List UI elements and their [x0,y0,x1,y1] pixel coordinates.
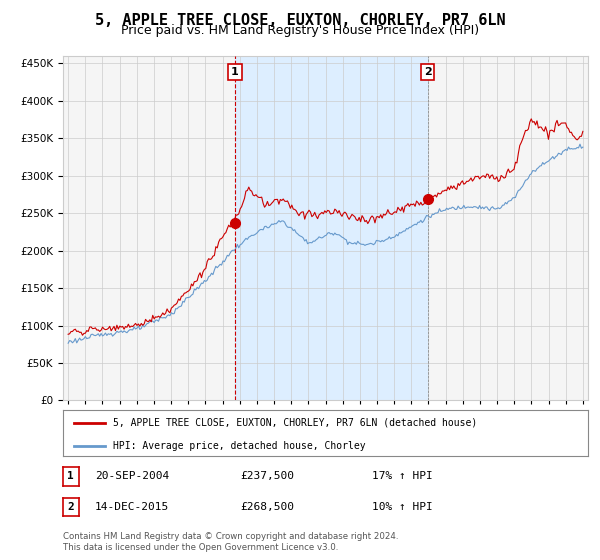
Text: 5, APPLE TREE CLOSE, EUXTON, CHORLEY, PR7 6LN (detached house): 5, APPLE TREE CLOSE, EUXTON, CHORLEY, PR… [113,418,477,428]
Text: 14-DEC-2015: 14-DEC-2015 [95,502,169,512]
Text: 2: 2 [424,67,431,77]
Text: HPI: Average price, detached house, Chorley: HPI: Average price, detached house, Chor… [113,441,365,451]
Text: 10% ↑ HPI: 10% ↑ HPI [372,502,433,512]
Text: £237,500: £237,500 [240,471,294,481]
Text: 2: 2 [67,502,74,512]
Bar [235,56,428,400]
Text: Price paid vs. HM Land Registry's House Price Index (HPI): Price paid vs. HM Land Registry's House … [121,24,479,37]
Text: 5, APPLE TREE CLOSE, EUXTON, CHORLEY, PR7 6LN: 5, APPLE TREE CLOSE, EUXTON, CHORLEY, PR… [95,13,505,28]
Text: 1: 1 [231,67,239,77]
Text: Contains HM Land Registry data © Crown copyright and database right 2024.
This d: Contains HM Land Registry data © Crown c… [63,533,398,552]
Text: 1: 1 [67,472,74,481]
Text: 17% ↑ HPI: 17% ↑ HPI [372,471,433,481]
Text: £268,500: £268,500 [240,502,294,512]
Text: 20-SEP-2004: 20-SEP-2004 [95,471,169,481]
